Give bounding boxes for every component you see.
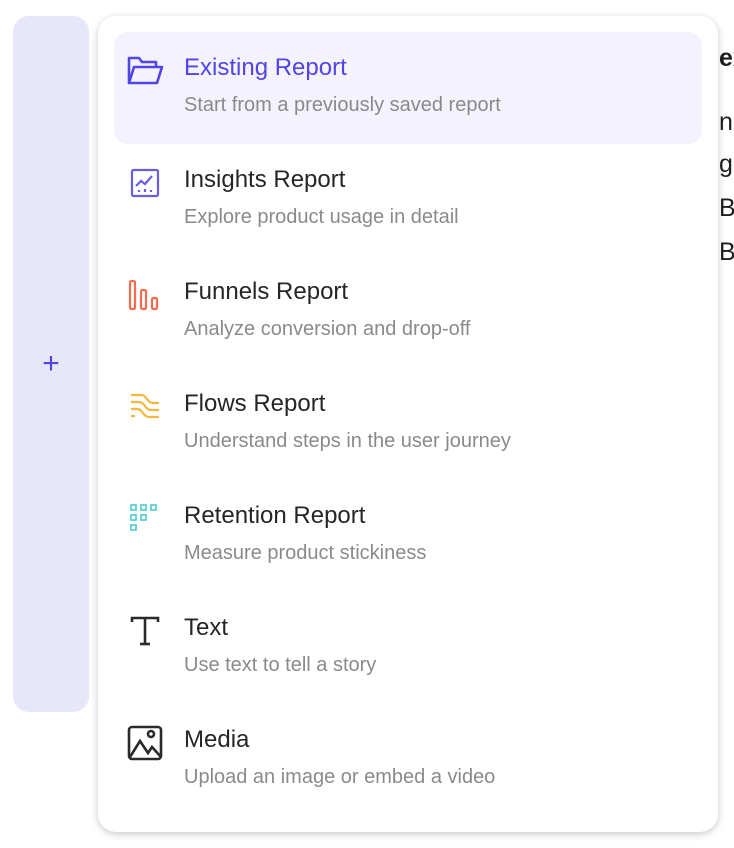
menu-item-title: Text	[184, 614, 229, 641]
funnel-bars-icon	[128, 279, 159, 311]
add-card-button[interactable]: +	[13, 16, 89, 712]
menu-item-subtitle: Measure product stickiness	[184, 542, 427, 564]
menu-item-funnels-report[interactable]: Funnels Report Analyze conversion and dr…	[114, 256, 702, 368]
menu-item-title: Funnels Report	[184, 278, 349, 305]
menu-item-subtitle: Understand steps in the user journey	[184, 430, 511, 452]
menu-item-subtitle: Upload an image or embed a video	[184, 766, 496, 788]
background-text: B	[719, 238, 734, 266]
menu-item-existing-report[interactable]: Existing Report Start from a previously …	[114, 32, 702, 144]
menu-item-media[interactable]: Media Upload an image or embed a video	[114, 704, 702, 816]
menu-item-title: Retention Report	[184, 502, 366, 529]
menu-item-subtitle: Start from a previously saved report	[184, 94, 501, 116]
menu-item-title: Insights Report	[184, 166, 346, 193]
menu-item-subtitle: Analyze conversion and drop-off	[184, 318, 471, 340]
background-text: ne	[719, 108, 734, 136]
background-text: gE	[719, 150, 734, 178]
menu-item-title: Media	[184, 726, 250, 753]
background-text: B	[719, 194, 734, 222]
menu-item-text[interactable]: Text Use text to tell a story	[114, 592, 702, 704]
menu-item-title: Existing Report	[184, 54, 347, 81]
plus-icon: +	[42, 347, 60, 380]
menu-item-flows-report[interactable]: Flows Report Understand steps in the use…	[114, 368, 702, 480]
menu-item-subtitle: Use text to tell a story	[184, 654, 377, 676]
folder-open-icon	[127, 56, 164, 85]
image-icon	[127, 725, 163, 761]
menu-item-title: Flows Report	[184, 390, 326, 417]
flows-icon	[131, 393, 159, 419]
add-content-menu: Existing Report Start from a previously …	[98, 16, 718, 832]
background-text: ex	[719, 44, 734, 72]
menu-item-insights-report[interactable]: Insights Report Explore product usage in…	[114, 144, 702, 256]
menu-item-retention-report[interactable]: Retention Report Measure product stickin…	[114, 480, 702, 592]
menu-item-subtitle: Explore product usage in detail	[184, 206, 459, 228]
text-icon	[130, 616, 160, 646]
retention-grid-icon	[130, 504, 157, 531]
line-chart-icon	[130, 168, 160, 198]
